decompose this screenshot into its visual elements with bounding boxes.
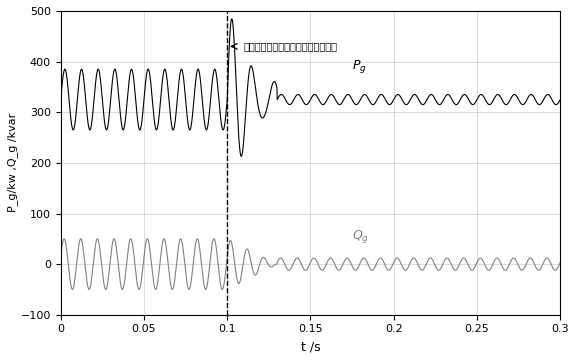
Q_g [557, 260, 564, 265]
Q_g [361, 256, 367, 260]
Text: 采用本发明的改进无差拍控制算法后: 采用本发明的改进无差拍控制算法后 [244, 41, 338, 51]
P_g [238, 154, 245, 158]
Q_g [298, 261, 305, 265]
Text: $Q_g$: $Q_g$ [352, 228, 369, 245]
P_g [223, 107, 230, 111]
Q_g [535, 268, 541, 272]
P_g [157, 101, 164, 105]
Text: $P_g$: $P_g$ [352, 58, 367, 75]
X-axis label: t /s: t /s [301, 340, 320, 353]
Y-axis label: P_g/kw ,Q_g /kvar: P_g/kw ,Q_g /kvar [7, 113, 18, 212]
P_g [361, 93, 367, 97]
Q_g [223, 259, 230, 264]
P_g [557, 98, 564, 102]
Q_g [60, 237, 67, 241]
P_g [57, 98, 64, 102]
P_g [256, 112, 263, 116]
P_g [535, 102, 541, 106]
Q_g [69, 287, 76, 292]
Q_g [57, 255, 64, 259]
Line: P_g: P_g [60, 19, 560, 156]
Q_g [256, 262, 263, 266]
P_g [228, 17, 235, 21]
Line: Q_g: Q_g [60, 239, 560, 289]
P_g [298, 95, 305, 100]
Q_g [157, 255, 164, 259]
